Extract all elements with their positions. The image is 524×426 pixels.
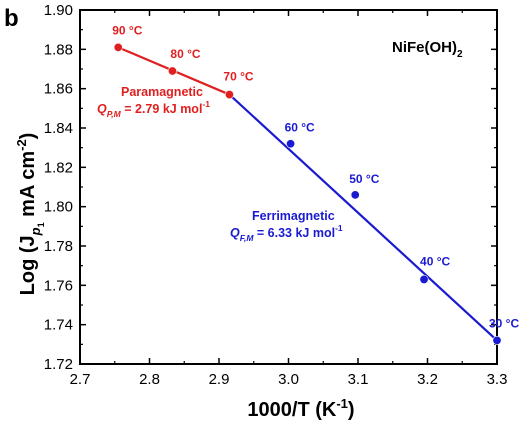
q-subscript: F,M (240, 233, 255, 243)
x-axis-title-end: ) (348, 399, 355, 421)
data-point (286, 139, 296, 149)
q-symbol: Q (97, 102, 107, 116)
paramagnetic-q-label: QP,M = 2.79 kJ mol-1 (97, 99, 210, 119)
y-tick-label: 1.86 (44, 81, 73, 98)
q-unit-sup: -1 (335, 223, 343, 233)
x-tick-label: 2.9 (209, 371, 230, 388)
data-point (167, 66, 177, 76)
x-axis-title-sup: -1 (336, 396, 348, 411)
point-labels: 90 °C 80 °C 70 °C 60 °C 50 °C 40 °C 30 °C (112, 23, 519, 330)
point-label: 50 °C (349, 172, 379, 186)
data-point (224, 90, 234, 100)
point-label: 30 °C (489, 316, 519, 330)
data-point (419, 274, 429, 284)
y-axis-title-post: mA cm (17, 151, 39, 223)
y-tick-label: 1.74 (44, 317, 73, 334)
data-point (350, 190, 360, 200)
point-label: 70 °C (223, 70, 253, 84)
x-tick-label: 3.2 (417, 371, 438, 388)
y-axis-title-sub2: 1 (36, 222, 46, 227)
y-axis-title-end: ) (17, 133, 39, 140)
y-tick-label: 1.80 (44, 199, 73, 216)
data-points (113, 42, 502, 345)
q-subscript: P,M (107, 109, 122, 119)
sample-label: NiFe(OH)2 (392, 39, 463, 60)
sample-name: NiFe(OH) (392, 39, 457, 56)
x-axis-title: 1000/T (K-1) (247, 396, 354, 421)
point-label: 40 °C (420, 254, 450, 268)
x-axis-title-main: 1000/T (K (247, 399, 336, 421)
sample-subscript: 2 (457, 49, 463, 60)
q-unit-sup: -1 (202, 99, 210, 109)
data-point (492, 335, 502, 345)
ferrimagnetic-label: Ferrimagnetic (252, 209, 335, 223)
point-label: 60 °C (285, 121, 315, 135)
x-tick-label: 2.7 (70, 371, 91, 388)
y-tick-label: 1.76 (44, 277, 73, 294)
y-axis-title-sub: p (28, 227, 43, 236)
q-value: = 6.33 kJ mol (253, 226, 335, 240)
y-tick-label: 1.78 (44, 238, 73, 255)
x-tick-label: 3.3 (487, 371, 508, 388)
y-tick-label: 1.72 (44, 356, 73, 373)
x-tick-label: 3.0 (278, 371, 299, 388)
x-tick-label: 2.8 (139, 371, 160, 388)
point-label: 80 °C (170, 47, 200, 61)
plot-frame (79, 9, 498, 365)
y-tick-label: 1.82 (44, 159, 73, 176)
y-axis-title-pre: Log (J (17, 235, 39, 295)
point-label: 90 °C (112, 23, 142, 37)
x-tick-label: 3.1 (348, 371, 369, 388)
axes: 2.7 2.8 2.9 3.0 3.1 3.2 3.3 1.72 1.74 1.76 1.78 1.8… (44, 2, 508, 388)
y-tick-label: 1.84 (44, 120, 73, 137)
fit-line (228, 93, 498, 342)
y-tick-label: 1.88 (44, 41, 73, 58)
y-axis-title-sup: -2 (14, 139, 29, 151)
y-axis-title: Log (Jp1 mA cm-2) (14, 133, 46, 296)
q-value: = 2.79 kJ mol (121, 102, 203, 116)
q-symbol: Q (230, 226, 240, 240)
data-point (113, 42, 123, 52)
ferrimagnetic-q-label: QF,M = 6.33 kJ mol-1 (230, 223, 343, 243)
paramagnetic-label: Paramagnetic (121, 85, 203, 99)
y-tick-label: 1.90 (44, 2, 73, 19)
panel-letter: b (4, 5, 19, 32)
